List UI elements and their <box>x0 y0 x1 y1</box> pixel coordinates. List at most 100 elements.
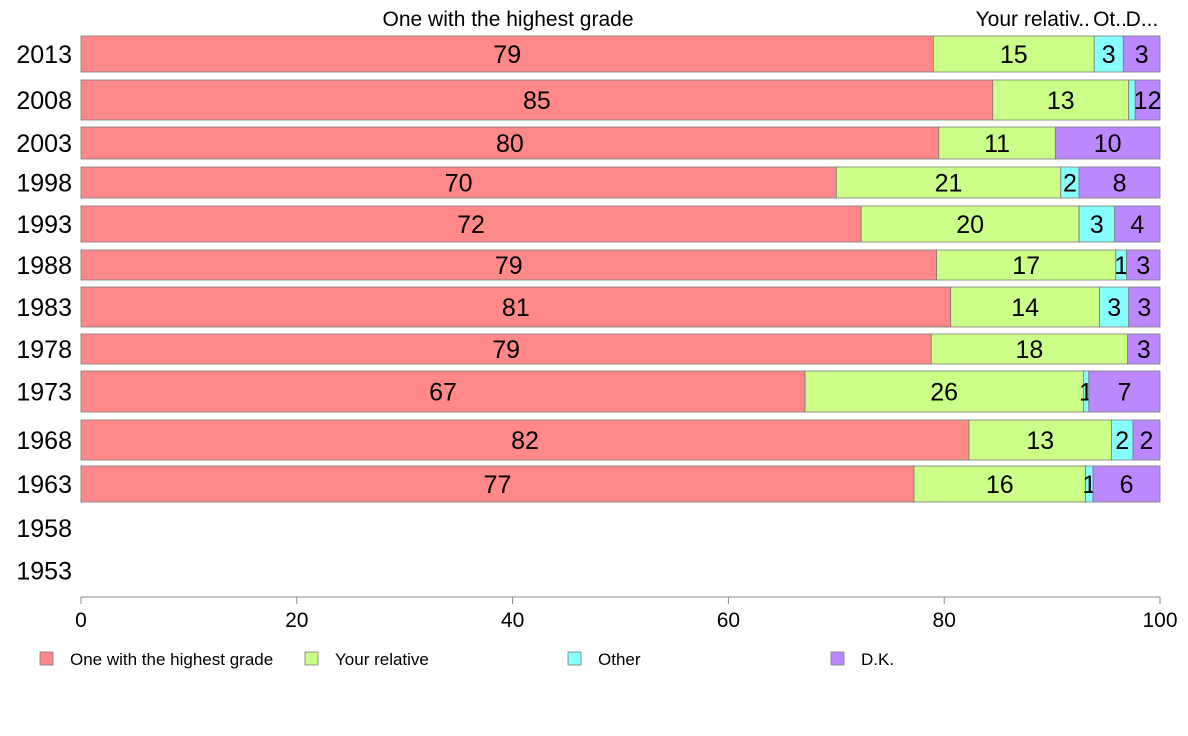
bar-d-k-1963 <box>1092 465 1161 503</box>
bar-other-1993 <box>1078 205 1116 243</box>
top-segment-labels: One with the highest grade Your relativ..… <box>383 8 1159 31</box>
data-label-your-relative-1968: 13 <box>1026 427 1054 455</box>
bar-your-relative-1983 <box>950 286 1100 328</box>
bar-one-with-the-highest-grade-2003 <box>80 126 940 160</box>
bar-your-relative-1963 <box>913 465 1086 503</box>
bar-d-k-1993 <box>1114 205 1161 243</box>
data-label-one-with-the-highest-grade-2013: 79 <box>493 41 521 69</box>
legend-label-your-relative: Your relative <box>335 650 429 669</box>
y-tick-label-1973: 1973 <box>16 379 72 407</box>
bar-one-with-the-highest-grade-1973 <box>80 370 806 413</box>
y-tick-label-2013: 2013 <box>16 41 72 69</box>
bar-your-relative-1978 <box>930 333 1129 365</box>
data-label-one-with-the-highest-grade-1993: 72 <box>457 211 485 239</box>
data-label-d-k-2008: 12 <box>1134 87 1162 115</box>
data-label-d-k-1998: 8 <box>1113 170 1127 198</box>
data-label-one-with-the-highest-grade-2003: 80 <box>496 130 524 158</box>
data-label-one-with-the-highest-grade-1963: 77 <box>484 471 512 499</box>
legend: One with the highest grade Your relative O… <box>39 650 894 669</box>
data-label-d-k-2003: 10 <box>1094 130 1122 158</box>
bar-one-with-the-highest-grade-2008 <box>80 79 994 121</box>
x-tick-label-40: 40 <box>501 609 524 632</box>
data-label-d-k-1983: 3 <box>1137 294 1151 322</box>
data-label-your-relative-1998: 21 <box>935 170 963 198</box>
top-label-1: One with the highest grade <box>383 8 634 31</box>
top-label-3: Ot.. <box>1093 8 1127 31</box>
data-label-one-with-the-highest-grade-1968: 82 <box>511 427 539 455</box>
data-label-other-1983: 3 <box>1107 294 1121 322</box>
bar-d-k-2003 <box>1054 126 1161 160</box>
legend-swatch-your-relative <box>304 651 319 666</box>
y-tick-label-1998: 1998 <box>16 170 72 198</box>
legend-label-d-k: D.K. <box>861 650 894 669</box>
bar-d-k-2008 <box>1134 79 1161 121</box>
x-tick-label-80: 80 <box>933 609 956 632</box>
bar-other-1983 <box>1099 286 1130 328</box>
data-label-your-relative-1973: 26 <box>930 379 958 407</box>
data-label-one-with-the-highest-grade-1978: 79 <box>492 336 520 364</box>
legend-swatch-d-k <box>830 651 845 666</box>
bar-other-2013 <box>1093 35 1124 73</box>
y-tick-label-2008: 2008 <box>16 87 72 115</box>
data-label-other-1993: 3 <box>1090 211 1104 239</box>
data-label-other-1968: 2 <box>1115 427 1129 455</box>
data-label-other-2013: 3 <box>1102 41 1116 69</box>
data-label-your-relative-2013: 15 <box>1000 41 1028 69</box>
data-label-d-k-1978: 3 <box>1137 336 1151 364</box>
x-axis: 0 20 40 60 80 100 <box>75 596 1178 632</box>
data-label-d-k-2013: 3 <box>1135 41 1149 69</box>
data-label-one-with-the-highest-grade-1998: 70 <box>445 170 473 198</box>
bar-one-with-the-highest-grade-2013 <box>80 35 934 73</box>
data-label-one-with-the-highest-grade-1973: 67 <box>429 379 457 407</box>
y-tick-label-1978: 1978 <box>16 336 72 364</box>
bar-one-with-the-highest-grade-1963 <box>80 465 915 503</box>
top-label-4: D... <box>1126 8 1159 31</box>
x-tick-label-20: 20 <box>285 609 308 632</box>
y-tick-label-2003: 2003 <box>16 130 72 158</box>
data-label-other-1998: 2 <box>1063 170 1077 198</box>
y-tick-label-1993: 1993 <box>16 211 72 239</box>
data-label-your-relative-1963: 16 <box>986 471 1014 499</box>
data-label-your-relative-1988: 17 <box>1012 252 1040 280</box>
data-label-one-with-the-highest-grade-2008: 85 <box>523 87 551 115</box>
bar-d-k-1978 <box>1127 333 1161 365</box>
bar-one-with-the-highest-grade-1998 <box>80 166 837 199</box>
data-label-your-relative-1983: 14 <box>1011 294 1039 322</box>
bar-d-k-2013 <box>1122 35 1161 73</box>
bar-one-with-the-highest-grade-1983 <box>80 286 952 328</box>
bar-d-k-1973 <box>1088 370 1161 413</box>
data-label-other-1988: 1 <box>1114 252 1128 280</box>
y-tick-label-1953: 1953 <box>16 558 72 586</box>
data-label-d-k-1973: 7 <box>1117 379 1131 407</box>
data-label-d-k-1963: 6 <box>1120 471 1134 499</box>
y-tick-label-1988: 1988 <box>16 252 72 280</box>
bar-your-relative-1993 <box>860 205 1080 243</box>
bar-one-with-the-highest-grade-1968 <box>80 419 970 461</box>
bar-your-relative-1998 <box>835 166 1062 199</box>
data-label-your-relative-2003: 11 <box>984 130 1010 158</box>
bar-your-relative-1988 <box>936 249 1117 281</box>
data-label-d-k-1968: 2 <box>1140 427 1154 455</box>
bar-your-relative-2003 <box>938 126 1056 160</box>
legend-label-one-with-the-highest-grade: One with the highest grade <box>70 650 273 669</box>
top-label-2: Your relativ.. <box>976 8 1090 31</box>
bar-d-k-1968 <box>1132 419 1161 461</box>
y-tick-label-1958: 1958 <box>16 515 72 543</box>
y-tick-label-1963: 1963 <box>16 471 72 499</box>
bar-one-with-the-highest-grade-1978 <box>80 333 932 365</box>
y-tick-label-1968: 1968 <box>16 427 72 455</box>
bar-d-k-1983 <box>1128 286 1161 328</box>
bar-one-with-the-highest-grade-1988 <box>80 249 938 281</box>
data-label-your-relative-1993: 20 <box>956 211 984 239</box>
data-label-your-relative-2008: 13 <box>1047 87 1075 115</box>
x-tick-label-0: 0 <box>75 609 87 632</box>
data-label-one-with-the-highest-grade-1988: 79 <box>495 252 523 280</box>
data-label-one-with-the-highest-grade-1983: 81 <box>502 294 530 322</box>
bar-your-relative-2013 <box>933 35 1095 73</box>
data-label-d-k-1988: 3 <box>1136 252 1150 280</box>
bar-your-relative-1968 <box>968 419 1112 461</box>
bar-d-k-1998 <box>1078 166 1161 199</box>
bar-d-k-1988 <box>1126 249 1161 281</box>
